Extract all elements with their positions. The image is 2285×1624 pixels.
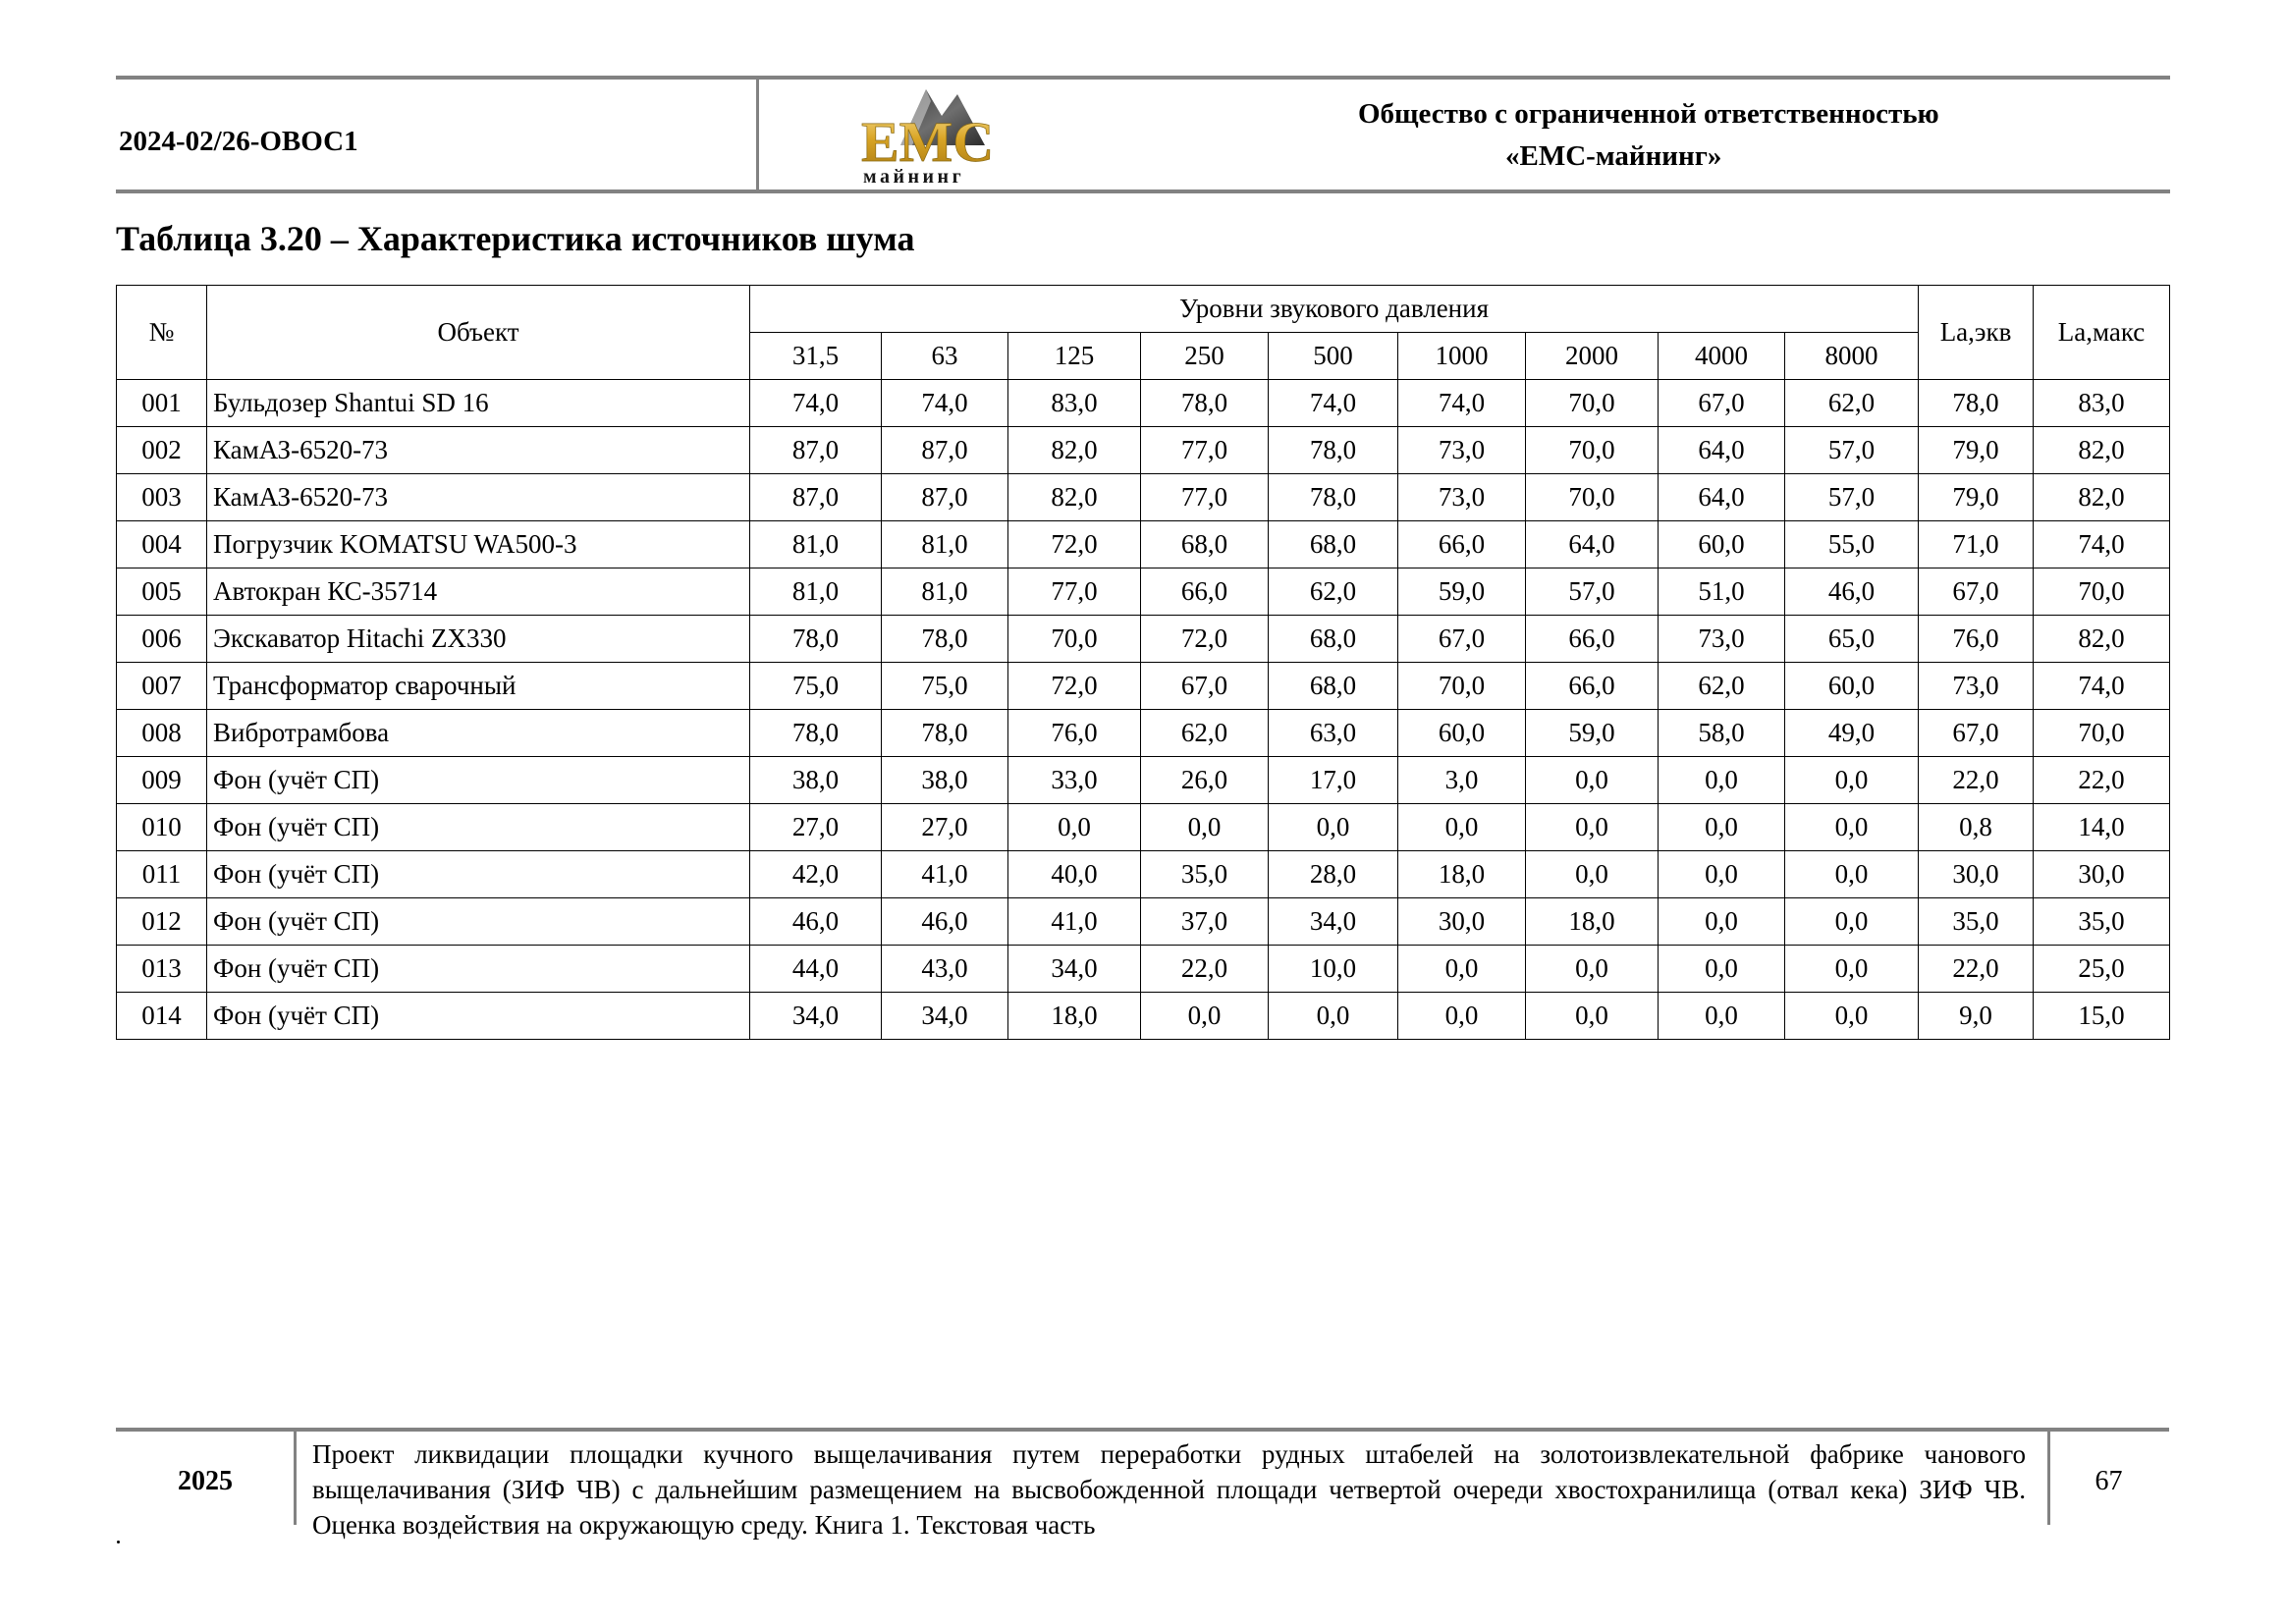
svg-text:майнинг: майнинг [863, 166, 964, 188]
svg-text:EMC: EMC [861, 110, 994, 174]
